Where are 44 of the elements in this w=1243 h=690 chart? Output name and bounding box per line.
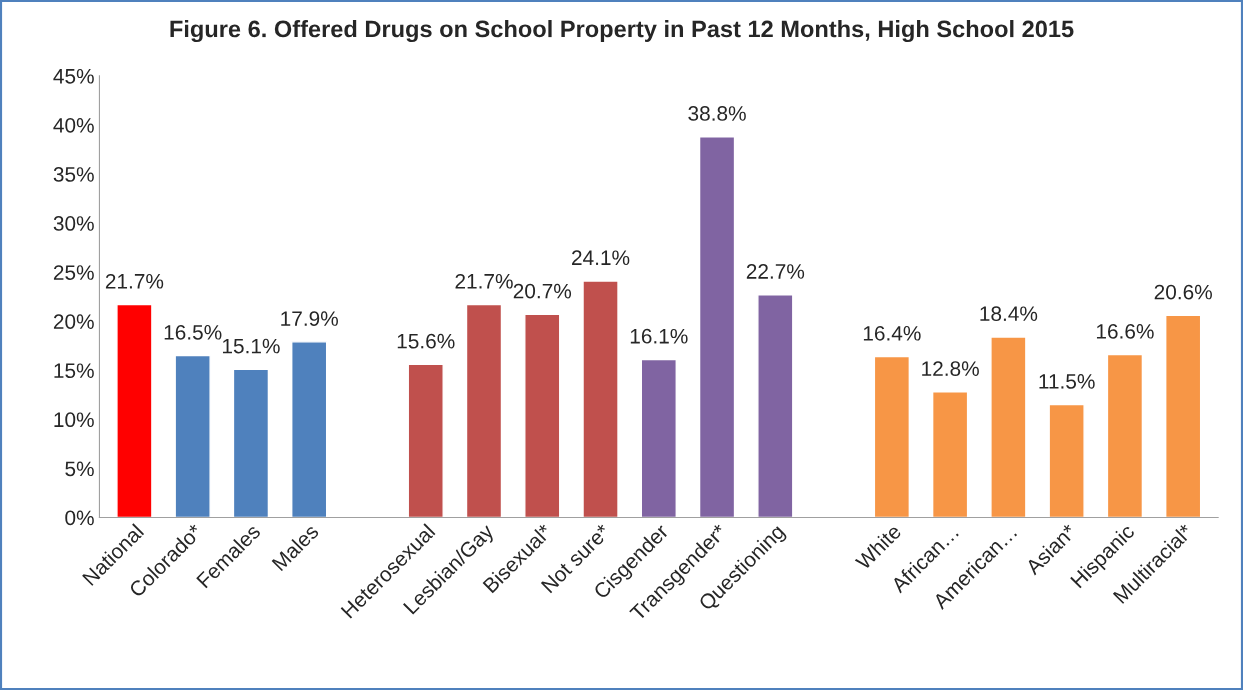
bar: [1106, 353, 1144, 518]
y-tick-label: 15%: [54, 363, 94, 379]
bar: [524, 313, 561, 518]
data-label: 21.7%: [105, 273, 164, 289]
bar: [407, 363, 444, 518]
bar: [582, 280, 619, 518]
y-tick-label: 10%: [54, 412, 94, 428]
y-tick-label: 40%: [53, 117, 94, 133]
bar: [291, 341, 328, 518]
data-label: 16.1%: [630, 328, 688, 344]
data-label: 21.7%: [455, 273, 513, 289]
y-tick-label: 5%: [65, 461, 94, 477]
bar: [698, 136, 736, 518]
bar: [174, 354, 211, 518]
bar: [232, 368, 270, 518]
y-tick-label: 35%: [53, 167, 94, 182]
data-label: 20.6%: [1154, 284, 1212, 300]
bar: [465, 303, 503, 518]
data-label: 17.9%: [281, 311, 338, 326]
data-label: 18.4%: [980, 306, 1038, 322]
chart-title: Figure 6. Offered Drugs on School Property in Past 12 Months, High School 2015: [170, 19, 1074, 43]
data-label: 22.7%: [746, 264, 805, 279]
y-tick-label: 20%: [53, 314, 94, 329]
data-label: 16.6%: [1096, 323, 1154, 339]
data-label: 15.1%: [222, 338, 280, 354]
y-tick-label: 25%: [53, 265, 94, 280]
data-label: 11.5%: [1039, 374, 1095, 389]
data-label: 20.7%: [513, 283, 572, 299]
data-label: 15.6%: [397, 333, 455, 349]
data-label: 16.4%: [863, 325, 921, 341]
bar: [640, 358, 677, 518]
data-label: 24.1%: [572, 250, 630, 266]
bar: [1048, 403, 1085, 518]
bar: [931, 391, 969, 518]
bar: [990, 336, 1027, 518]
data-label: 16.5%: [164, 324, 222, 340]
bar: [873, 355, 911, 518]
bar: [116, 303, 153, 518]
data-label: 12.8%: [922, 361, 979, 376]
bar: [757, 294, 794, 518]
y-tick-label: 30%: [53, 216, 94, 231]
data-label: 38.8%: [688, 106, 746, 121]
y-tick-label: 45%: [53, 68, 94, 84]
bar: [1165, 314, 1202, 518]
